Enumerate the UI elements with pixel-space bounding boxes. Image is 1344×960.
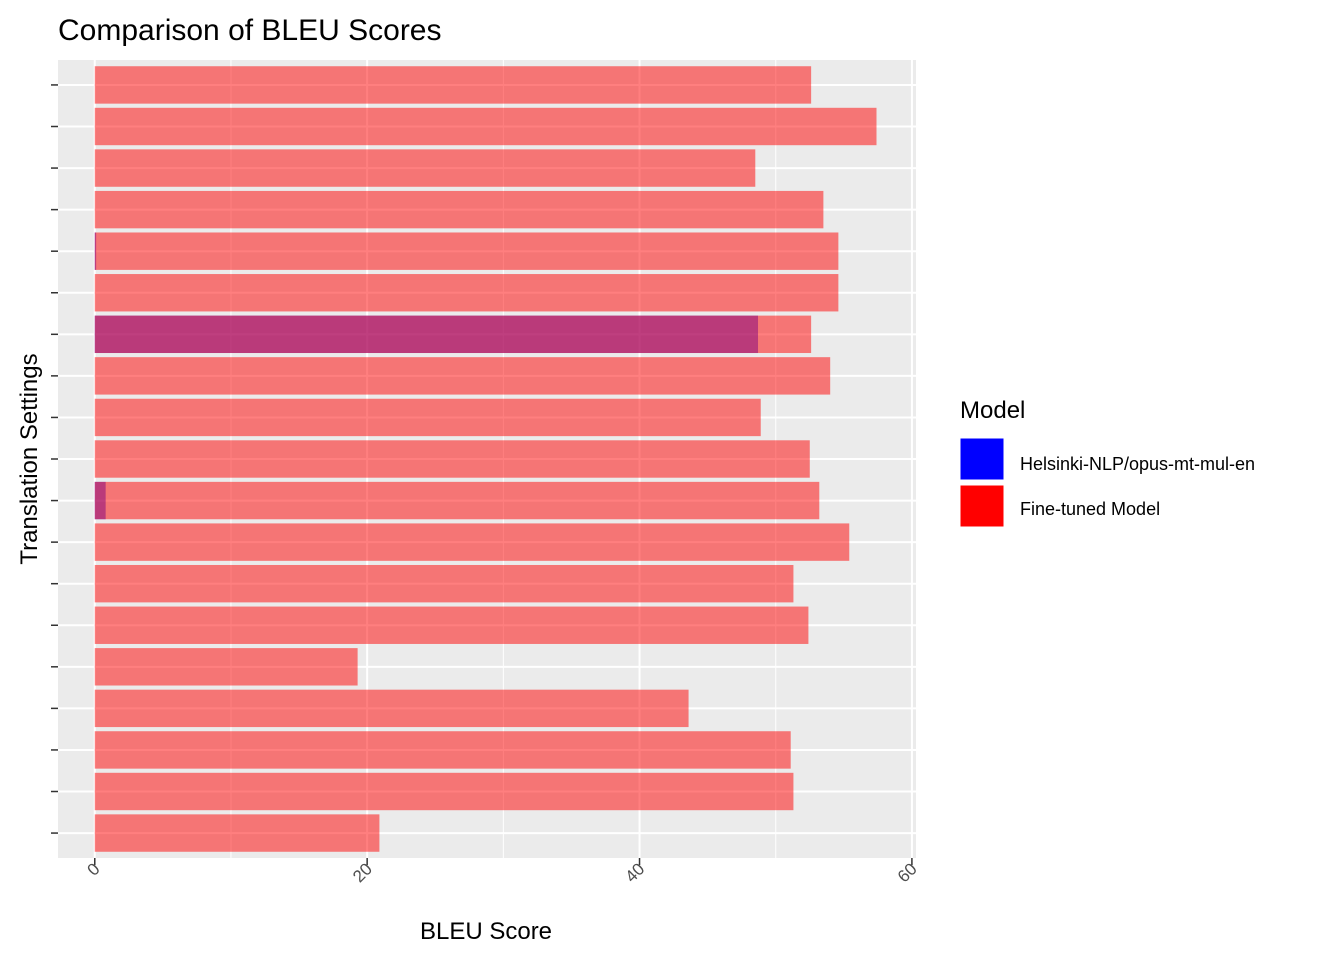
bar-finetuned bbox=[94, 481, 820, 520]
legend-swatch-helsinki bbox=[959, 437, 1005, 481]
bar-finetuned bbox=[94, 523, 850, 561]
bar-finetuned bbox=[94, 772, 794, 811]
x-tick-label: 60 bbox=[894, 859, 921, 886]
bar-finetuned bbox=[94, 232, 839, 270]
bar-finetuned bbox=[94, 440, 810, 478]
bar-finetuned bbox=[94, 66, 812, 104]
bar-finetuned bbox=[94, 731, 791, 769]
bar-finetuned bbox=[94, 107, 877, 146]
legend-swatch-finetuned bbox=[959, 484, 1005, 528]
bars bbox=[94, 66, 877, 852]
x-tick-label: 0 bbox=[83, 859, 103, 879]
bar-finetuned bbox=[94, 149, 756, 187]
legend: Model Helsinki-NLP/opus-mt-mul-en Fine-t… bbox=[959, 397, 1255, 528]
chart-title: Comparison of BLEU Scores bbox=[58, 14, 442, 47]
bar-finetuned bbox=[94, 190, 824, 229]
x-tick-label: 40 bbox=[622, 859, 649, 886]
bar-finetuned bbox=[94, 814, 380, 852]
bar-finetuned bbox=[94, 274, 839, 312]
y-axis-title: Translation Settings bbox=[16, 353, 43, 564]
legend-label-helsinki: Helsinki-NLP/opus-mt-mul-en bbox=[1020, 454, 1255, 474]
legend-title: Model bbox=[960, 397, 1025, 424]
bar-finetuned bbox=[94, 606, 809, 644]
bar-finetuned bbox=[94, 564, 794, 603]
bar-finetuned bbox=[94, 689, 689, 728]
bar-finetuned bbox=[94, 648, 358, 686]
bar-finetuned bbox=[94, 398, 761, 437]
bar-finetuned bbox=[94, 315, 812, 354]
x-tick-label: 20 bbox=[349, 859, 376, 886]
x-axis-title: BLEU Score bbox=[420, 918, 552, 945]
legend-label-finetuned: Fine-tuned Model bbox=[1020, 499, 1160, 519]
bar-finetuned bbox=[94, 357, 831, 395]
